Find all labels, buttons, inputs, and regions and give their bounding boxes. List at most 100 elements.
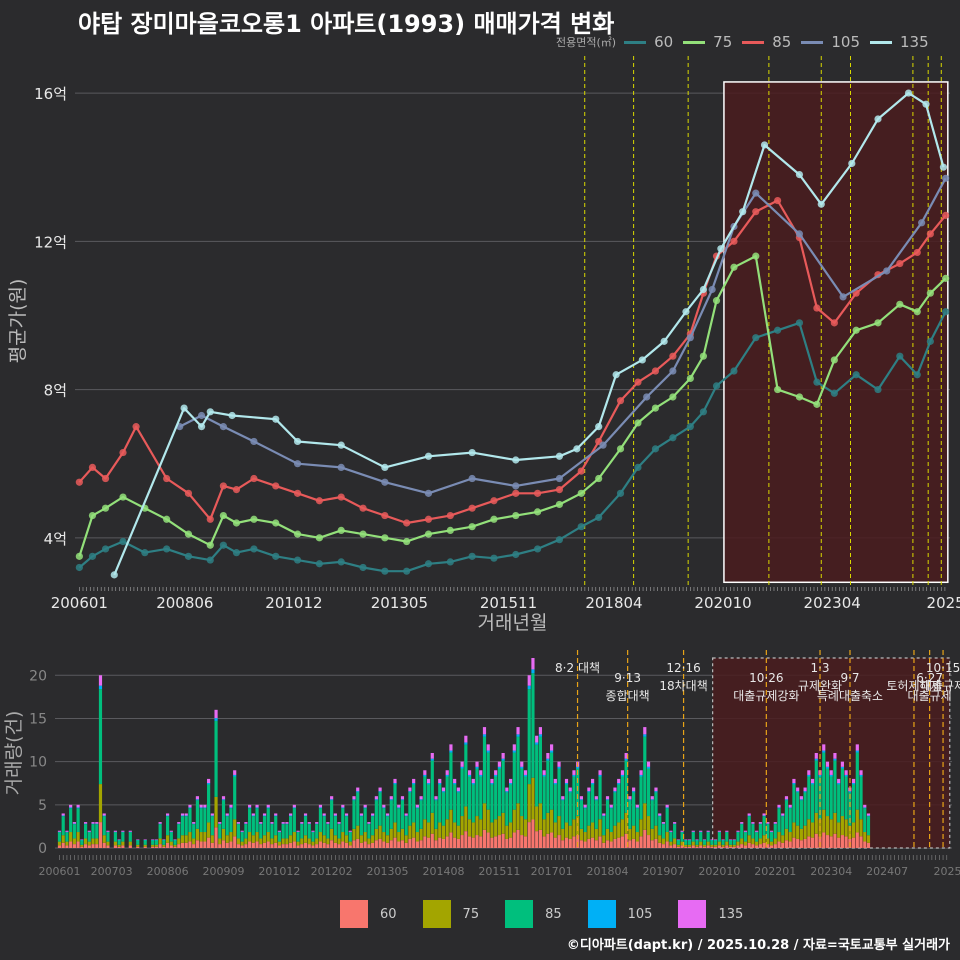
data-point-135	[699, 285, 708, 294]
volume-bar-75	[240, 841, 244, 846]
volume-bar-135	[356, 787, 360, 792]
data-point-85	[577, 467, 585, 475]
volume-bar-105	[151, 839, 155, 841]
volume-bar-75	[624, 812, 628, 834]
volume-bar-60	[117, 846, 121, 848]
volume-bar-60	[605, 840, 610, 848]
volume-bar-85	[523, 776, 528, 820]
volume-bar-60	[497, 835, 501, 848]
volume-bar-105	[173, 839, 177, 841]
volume-bar-60	[98, 822, 103, 848]
volume-bar-135	[583, 804, 587, 808]
volume-bar-135	[531, 658, 535, 670]
volume-bar-75	[617, 822, 621, 838]
volume-bar-85	[307, 824, 311, 839]
data-point-85	[250, 474, 258, 483]
volume-bar-75	[412, 822, 416, 838]
volume-bar-85	[408, 792, 412, 826]
volume-bar-105	[445, 774, 449, 777]
volume-bar-60	[684, 846, 688, 848]
x-tick-label: 200806	[156, 594, 213, 612]
volume-bar-75	[747, 835, 751, 843]
data-point-75	[184, 530, 193, 538]
vol-y-tick-label: 0	[38, 841, 47, 857]
volume-bar-75	[632, 825, 636, 839]
bar-legend-swatch-135	[678, 900, 707, 928]
volume-bar-105	[497, 766, 501, 769]
data-point-75	[119, 493, 127, 501]
volume-bar-105	[236, 823, 241, 825]
volume-bar-105	[695, 839, 699, 841]
volume-bar-105	[326, 823, 330, 825]
volume-bar-105	[344, 815, 349, 817]
volume-bar-105	[180, 815, 185, 817]
data-point-60	[730, 367, 738, 375]
volume-bar-75	[553, 822, 557, 838]
volume-bar-75	[166, 835, 170, 843]
volume-bar-75	[673, 838, 677, 845]
volume-bar-75	[318, 832, 323, 842]
volume-bar-135	[151, 839, 155, 840]
data-point-60	[250, 545, 258, 553]
volume-bar-60	[680, 845, 684, 848]
volume-bar-75	[654, 825, 658, 839]
data-point-85	[219, 482, 227, 490]
volume-bar-85	[740, 824, 744, 839]
volume-bar-85	[296, 832, 300, 842]
volume-bar-105	[460, 766, 464, 769]
volume-bar-105	[415, 807, 419, 809]
volume-bar-105	[80, 839, 84, 841]
volume-bar-105	[385, 815, 390, 817]
volume-bar-105	[527, 685, 531, 690]
volume-bar-85	[490, 784, 494, 823]
volume-bar-85	[684, 840, 688, 845]
data-point-135	[110, 571, 118, 579]
volume-bar-60	[553, 837, 557, 848]
volume-bar-105	[289, 815, 293, 817]
volume-bar-105	[251, 815, 255, 817]
volume-bar-60	[732, 846, 736, 848]
volume-bar-135	[80, 839, 84, 840]
volume-bar-75	[199, 832, 203, 842]
volume-bar-135	[259, 822, 263, 824]
data-point-75	[424, 530, 433, 538]
data-point-75	[774, 385, 782, 394]
data-point-135	[939, 163, 948, 171]
volume-bar-135	[568, 787, 572, 792]
volume-bar-75	[464, 806, 468, 832]
x-tick-label: 201012	[265, 594, 322, 612]
volume-bar-135	[777, 804, 781, 808]
volume-bar-105	[550, 750, 554, 753]
data-point-75	[669, 393, 677, 401]
volume-bar-105	[307, 823, 311, 825]
volume-bar-85	[415, 808, 419, 833]
vol-x-tick-label: 202407	[866, 865, 908, 878]
volume-bar-60	[531, 819, 535, 848]
volume-bar-85	[751, 824, 755, 839]
volume-bar-105	[829, 774, 833, 777]
volume-bar-135	[661, 822, 666, 824]
volume-bar-60	[471, 837, 475, 848]
legend-label-75: 75	[713, 33, 733, 51]
volume-bar-85	[837, 784, 841, 823]
volume-bar-60	[799, 840, 803, 848]
volume-bar-135	[646, 761, 651, 767]
volume-bar-135	[229, 804, 233, 808]
volume-bar-60	[538, 829, 542, 848]
volume-bar-85	[464, 744, 468, 807]
volume-bar-105	[419, 799, 423, 801]
data-point-60	[595, 513, 603, 522]
volume-bar-75	[371, 835, 375, 843]
volume-bar-135	[535, 735, 539, 743]
data-point-75	[942, 274, 950, 282]
volume-bar-75	[840, 816, 844, 836]
volume-bar-135	[326, 822, 330, 824]
volume-bar-135	[501, 753, 505, 759]
volume-bar-105	[154, 839, 158, 841]
policy-annotation: 종합대책	[606, 688, 650, 703]
volume-bar-60	[322, 842, 326, 848]
volume-bar-85	[300, 824, 304, 839]
volume-bar-85	[467, 776, 472, 820]
volume-bar-85	[482, 736, 487, 804]
volume-bar-60	[840, 835, 844, 848]
